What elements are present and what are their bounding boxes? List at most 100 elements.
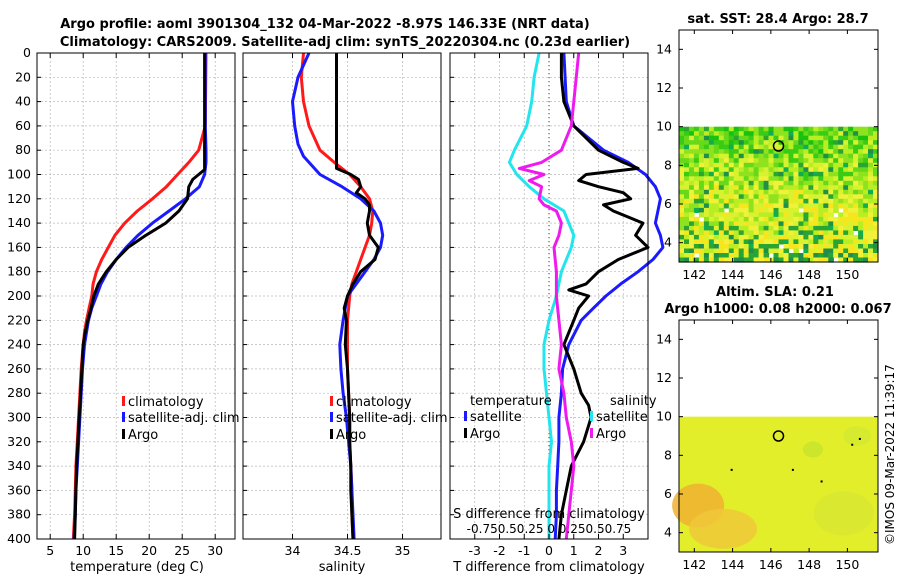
sst-cell — [863, 257, 869, 263]
sst-cell — [753, 234, 760, 240]
sst-cell — [768, 180, 775, 186]
sst-cell — [828, 162, 834, 168]
sst-cell — [773, 185, 780, 191]
sst-cell — [843, 221, 849, 227]
sst-cell — [843, 167, 849, 173]
sst-cell — [833, 221, 839, 227]
sst-cell — [718, 203, 725, 209]
sst-cell — [873, 194, 879, 200]
sst-cell — [763, 140, 770, 146]
sst-cell — [833, 167, 839, 173]
sla-anomaly-blob — [813, 491, 874, 536]
sst-cell — [703, 207, 710, 213]
sst-cell — [808, 216, 814, 222]
sst-cell — [768, 131, 775, 137]
sst-cell — [698, 189, 705, 195]
sst-cell — [703, 239, 710, 245]
sst-cell — [858, 234, 864, 240]
legend-climatology-label: climatology — [336, 395, 412, 410]
sst-cell — [763, 203, 770, 209]
sst-cell — [783, 225, 790, 231]
sst-cell — [684, 149, 690, 155]
sst-cell — [679, 198, 685, 204]
sst-cell — [788, 131, 795, 137]
sst-cell — [848, 189, 854, 195]
sst-cell — [703, 144, 710, 150]
sst-cell — [703, 253, 710, 259]
sst-cell — [743, 180, 750, 186]
sst-cell — [808, 239, 814, 245]
map-y-tick-label: 4 — [664, 235, 672, 250]
sst-cell — [803, 149, 809, 155]
sst-cell — [828, 212, 834, 218]
sst-cell — [808, 253, 814, 259]
sst-cell — [803, 158, 809, 164]
sst-cell — [703, 158, 710, 164]
sst-cell — [798, 126, 804, 132]
sst-cell — [679, 167, 685, 173]
sst-cell — [873, 248, 879, 254]
sst-cell — [679, 180, 685, 186]
sst-cell — [783, 126, 790, 132]
legend-salinity-title: salinity — [610, 394, 657, 409]
sst-cell — [723, 248, 730, 254]
sst-cell — [733, 212, 740, 218]
sst-cell — [873, 221, 879, 227]
sst-cell — [858, 198, 864, 204]
sst-cell — [818, 253, 824, 259]
sst-cell — [848, 135, 854, 141]
sst-cell — [703, 185, 710, 191]
sst-cell — [758, 144, 765, 150]
sst-cell — [808, 185, 814, 191]
sst-cell — [793, 198, 799, 204]
sst-cell — [823, 239, 829, 245]
sst-cell — [748, 171, 755, 177]
sst-cell — [763, 198, 770, 204]
sst-cell — [689, 221, 695, 227]
sst-cell — [763, 234, 770, 240]
sst-cell — [708, 216, 715, 222]
sst-cell — [768, 162, 775, 168]
sst-cell — [808, 131, 814, 137]
sst-cell — [843, 176, 849, 182]
map-y-tick-label: 10 — [656, 119, 672, 134]
sst-cell — [858, 140, 864, 146]
sst-cell — [773, 135, 780, 141]
sst-cell — [823, 167, 829, 173]
sst-cell — [788, 185, 795, 191]
sst-cell — [708, 176, 715, 182]
sst-cell — [793, 216, 799, 222]
sst-cell — [788, 167, 795, 173]
sst-cell — [748, 257, 755, 263]
sst-cell — [778, 185, 785, 191]
sst-cell — [684, 225, 690, 231]
sst-cell — [758, 253, 765, 259]
depth-tick-label: 100 — [7, 167, 31, 182]
map-y-tick-label: 6 — [664, 486, 672, 501]
sst-cell — [728, 189, 735, 195]
sst-cell — [793, 194, 799, 200]
sst-cell — [818, 162, 824, 168]
sst-cell — [788, 216, 795, 222]
sst-cell — [813, 189, 819, 195]
sst-cell — [838, 221, 844, 227]
sst-cell — [853, 149, 859, 155]
sst-cell — [823, 149, 829, 155]
sst-cell — [708, 244, 715, 250]
sst-cell — [718, 135, 725, 141]
sst-cell — [703, 131, 710, 137]
x-tick-label: -1 — [518, 543, 530, 558]
sst-cell — [863, 230, 869, 236]
sst-cell — [773, 153, 780, 159]
sst-cell — [873, 167, 879, 173]
sla-speck — [851, 443, 854, 446]
sst-cell — [808, 225, 814, 231]
sst-cell — [778, 203, 785, 209]
sst-cell — [768, 248, 775, 254]
sst-cell — [713, 239, 720, 245]
sst-cell — [863, 171, 869, 177]
sst-cell — [748, 198, 755, 204]
sst-cell — [838, 225, 844, 231]
sst-cell — [723, 144, 730, 150]
sst-cell — [873, 207, 879, 213]
